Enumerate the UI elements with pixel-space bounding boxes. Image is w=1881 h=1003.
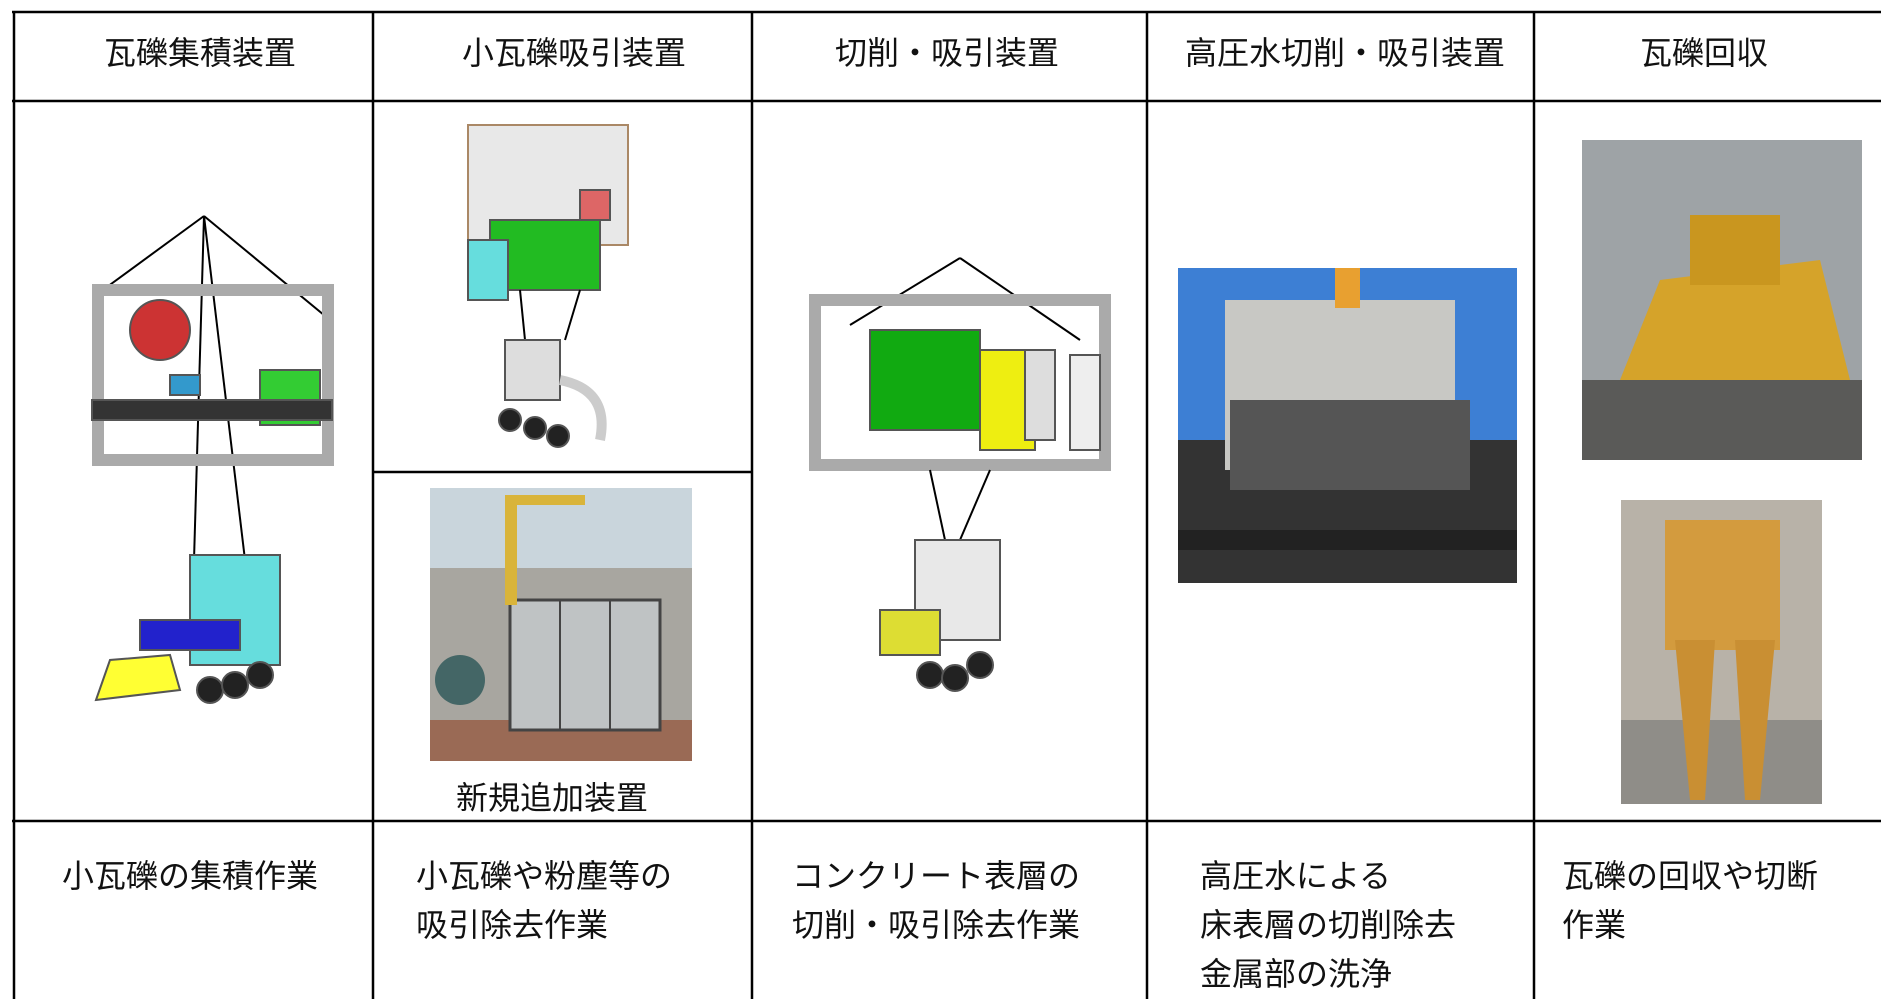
description-line: 高圧水による	[1200, 857, 1391, 895]
description-line: 小瓦礫の集積作業	[62, 857, 318, 895]
suction-device-drawing	[467, 124, 629, 448]
description-line: 瓦礫の回収や切断	[1562, 857, 1818, 895]
new-device-photo	[430, 488, 692, 761]
table-grid	[12, 10, 1881, 999]
column-header: 切削・吸引装置	[835, 34, 1059, 72]
cutter-photo	[1621, 500, 1822, 804]
description-line: 小瓦礫や粉塵等の	[416, 857, 672, 895]
column-header: 瓦礫集積装置	[104, 34, 296, 72]
description-line: 切削・吸引除去作業	[792, 906, 1080, 944]
high-pressure-device-photo	[1178, 268, 1517, 583]
description-line: 床表層の切削除去	[1200, 906, 1456, 944]
rubble-collector-drawing	[91, 215, 334, 704]
column-header: 瓦礫回収	[1640, 34, 1768, 72]
grab-bucket-photo	[1582, 140, 1862, 460]
column-header: 高圧水切削・吸引装置	[1185, 34, 1505, 72]
description-line: 金属部の洗浄	[1200, 955, 1392, 993]
description-line: 吸引除去作業	[416, 906, 608, 944]
column-header: 小瓦礫吸引装置	[462, 34, 686, 72]
new-device-caption: 新規追加装置	[456, 779, 648, 817]
illustrations	[91, 124, 1862, 804]
description-line: 作業	[1562, 906, 1626, 944]
cutting-suction-drawing	[809, 257, 1111, 692]
description-line: コンクリート表層の	[792, 857, 1080, 895]
